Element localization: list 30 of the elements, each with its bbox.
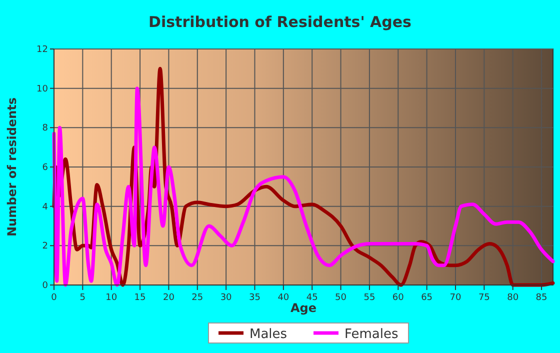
x-tick-label: 55 — [364, 293, 376, 303]
y-tick-label: 12 — [36, 45, 48, 55]
y-tick-label: 8 — [42, 124, 48, 134]
x-tick-label: 75 — [478, 293, 490, 303]
legend-label: Females — [344, 327, 399, 342]
y-tick-label: 0 — [42, 281, 48, 291]
x-tick-label: 20 — [162, 293, 175, 303]
x-tick-label: 65 — [421, 293, 433, 303]
chart-title: Distribution of Residents' Ages — [148, 13, 412, 31]
x-tick-label: 45 — [306, 293, 318, 303]
y-tick-label: 4 — [42, 202, 48, 212]
x-tick-label: 60 — [392, 293, 404, 303]
y-axis-title: Number of residents — [5, 97, 19, 237]
x-tick-label: 30 — [220, 293, 232, 303]
x-tick-label: 50 — [335, 293, 347, 303]
x-tick-label: 25 — [192, 293, 204, 303]
x-tick-label: 80 — [507, 293, 519, 303]
x-tick-label: 40 — [278, 293, 290, 303]
y-tick-label: 2 — [42, 242, 48, 252]
x-tick-label: 10 — [106, 293, 118, 303]
y-tick-label: 6 — [42, 163, 48, 173]
x-axis-title: Age — [290, 301, 317, 315]
y-tick-label: 10 — [36, 84, 48, 94]
x-tick-label: 35 — [249, 293, 260, 303]
x-tick-label: 5 — [80, 293, 86, 303]
x-tick-label: 85 — [536, 293, 548, 303]
x-tick-label: 15 — [134, 293, 146, 303]
x-tick-label: 70 — [450, 293, 462, 303]
legend-label: Males — [250, 327, 288, 342]
x-tick-label: 0 — [51, 293, 58, 303]
